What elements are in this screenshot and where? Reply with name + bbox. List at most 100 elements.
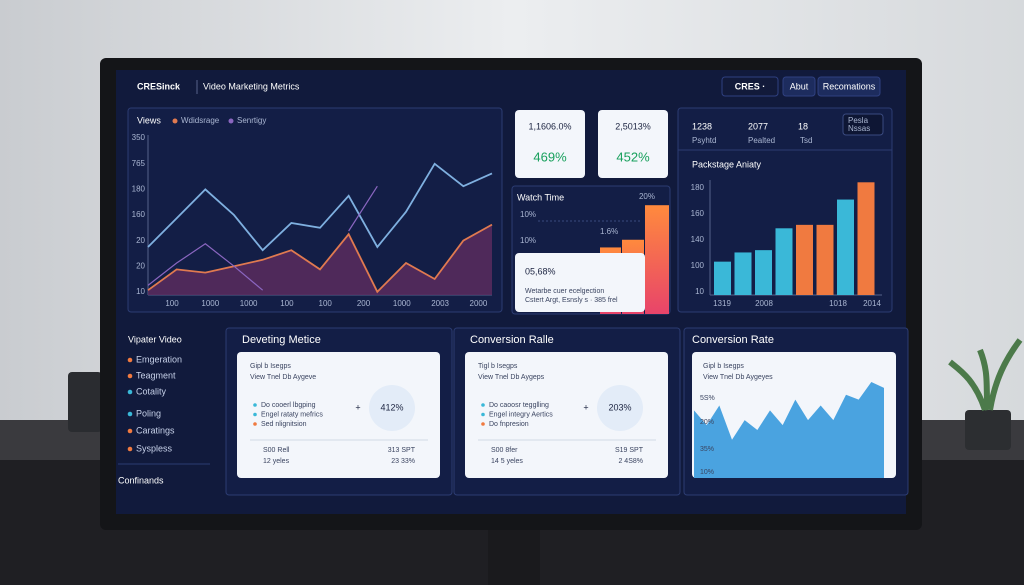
bar [775, 228, 793, 295]
y-tick-label: 10 [695, 287, 704, 296]
panel-title: Conversion Ralle [470, 334, 554, 346]
kpi-value: 18 [798, 121, 808, 131]
header-button[interactable] [782, 76, 816, 97]
monitor-stand [488, 525, 540, 585]
percent-ring [597, 385, 643, 431]
y-tick-label: 100 [691, 261, 705, 270]
metric-card [465, 352, 668, 478]
header-button[interactable] [817, 76, 881, 97]
bullet [127, 373, 133, 379]
bullet [253, 412, 257, 417]
bullet-text: Engel integry Aertics [489, 411, 553, 418]
header-button[interactable] [721, 76, 779, 97]
card-text: Wetarbe cuer ecelgection [525, 288, 604, 295]
bullet [127, 411, 133, 417]
page-title: Video Marketing Metrics [203, 81, 300, 91]
sidebar-item: Emgeration [136, 354, 182, 364]
percent: 412% [380, 402, 403, 412]
bar [857, 182, 875, 295]
sidebar-item: Syspless [136, 443, 173, 453]
y-tick-label: 180 [132, 184, 146, 193]
line [147, 162, 493, 252]
x-tick-label: 2000 [470, 299, 488, 308]
x-tick-label: 1018 [829, 299, 847, 308]
y-tick-label: 140 [691, 235, 705, 244]
card-text: Tigl b Isegps [478, 363, 518, 370]
legend-dot [172, 118, 178, 124]
stat-text: 14 5 yeles [491, 458, 523, 465]
dropdown-label: Pesla [848, 116, 869, 125]
card-text: View Tnel Db Aygeyes [703, 374, 773, 381]
x-tick-label: 2008 [755, 299, 773, 308]
chart-title: Views [137, 115, 161, 125]
stat-text: 2 4S8% [618, 458, 643, 465]
sidebar-item: Cotality [136, 386, 167, 396]
sidebar-item: Teagment [136, 370, 176, 380]
sidebar-item: Caratings [136, 425, 175, 435]
axis-label: 1.6% [600, 227, 618, 236]
stat-text: 313 SPT [388, 447, 416, 454]
bar [734, 252, 752, 295]
card-text: View Tnel Db Aygeve [250, 374, 316, 381]
y-tick-label: 10% [700, 469, 714, 476]
bar [837, 199, 854, 295]
bullet [127, 357, 133, 363]
watch-time-card [515, 253, 645, 312]
stat-text: S00 8fer [491, 447, 518, 454]
x-tick-label: 1000 [393, 299, 411, 308]
bar [645, 205, 669, 314]
sidebar-item: Poling [136, 408, 161, 418]
axis-label: 20% [639, 192, 655, 201]
y-tick-label: 20 [136, 261, 145, 270]
x-tick-label: 1319 [713, 299, 731, 308]
x-tick-label: 200 [357, 299, 371, 308]
x-tick-label: 100 [280, 299, 294, 308]
x-tick-label: 1000 [201, 299, 219, 308]
bar [796, 224, 813, 295]
y-tick-label: 5S% [700, 395, 715, 402]
y-tick-label: 20% [700, 419, 714, 426]
plant [948, 338, 1023, 411]
bullet [253, 422, 257, 426]
area [694, 381, 884, 478]
axis-label: 10% [520, 210, 536, 219]
bullet [481, 422, 485, 426]
bullet-text: Do fnpresion [489, 421, 529, 428]
stat-change: 469% [533, 149, 567, 164]
kpi-label: Pealted [748, 136, 775, 145]
axis-label: 10% [520, 236, 536, 245]
kpi-value: 1238 [692, 121, 712, 131]
stat-text: S19 SPT [615, 447, 644, 454]
line [147, 185, 378, 291]
panel-title: Deveting Metice [242, 334, 321, 346]
stat-card [598, 110, 668, 178]
dropdown[interactable] [842, 113, 884, 136]
plant-pot [965, 410, 1011, 450]
plus: + [355, 402, 360, 412]
bullet-text: Sed nlignitsion [261, 421, 307, 428]
chart-title: Packstage Aniaty [692, 159, 762, 169]
bar [755, 250, 772, 295]
bullet [253, 403, 257, 407]
bullet-text: Engel rataty mefrics [261, 411, 323, 418]
legend-label: Wdidsrage [181, 116, 220, 125]
kpi-value: 2077 [748, 121, 768, 131]
y-tick-label: 765 [132, 159, 146, 168]
line [147, 223, 493, 294]
sidebar-title: Vipater Video [128, 334, 182, 344]
legend-dot [228, 118, 234, 124]
stat-value: 2,5013% [615, 121, 651, 131]
legend-label: Senrtigy [237, 116, 266, 125]
header-button-label: CRES · [735, 81, 766, 91]
x-tick-label: 100 [319, 299, 333, 308]
panel-title: Watch Time [517, 192, 564, 202]
speaker [68, 372, 102, 432]
y-tick-label: 160 [691, 209, 705, 218]
bullet [127, 446, 133, 452]
stat-text: S00 Rell [263, 447, 290, 454]
card-text: View Tnel Db Aygeps [478, 374, 545, 381]
sidebar-footer: Confinands [118, 475, 164, 485]
y-tick-label: 160 [132, 210, 146, 219]
views-panel [127, 107, 503, 313]
y-tick-label: 35% [700, 446, 714, 453]
